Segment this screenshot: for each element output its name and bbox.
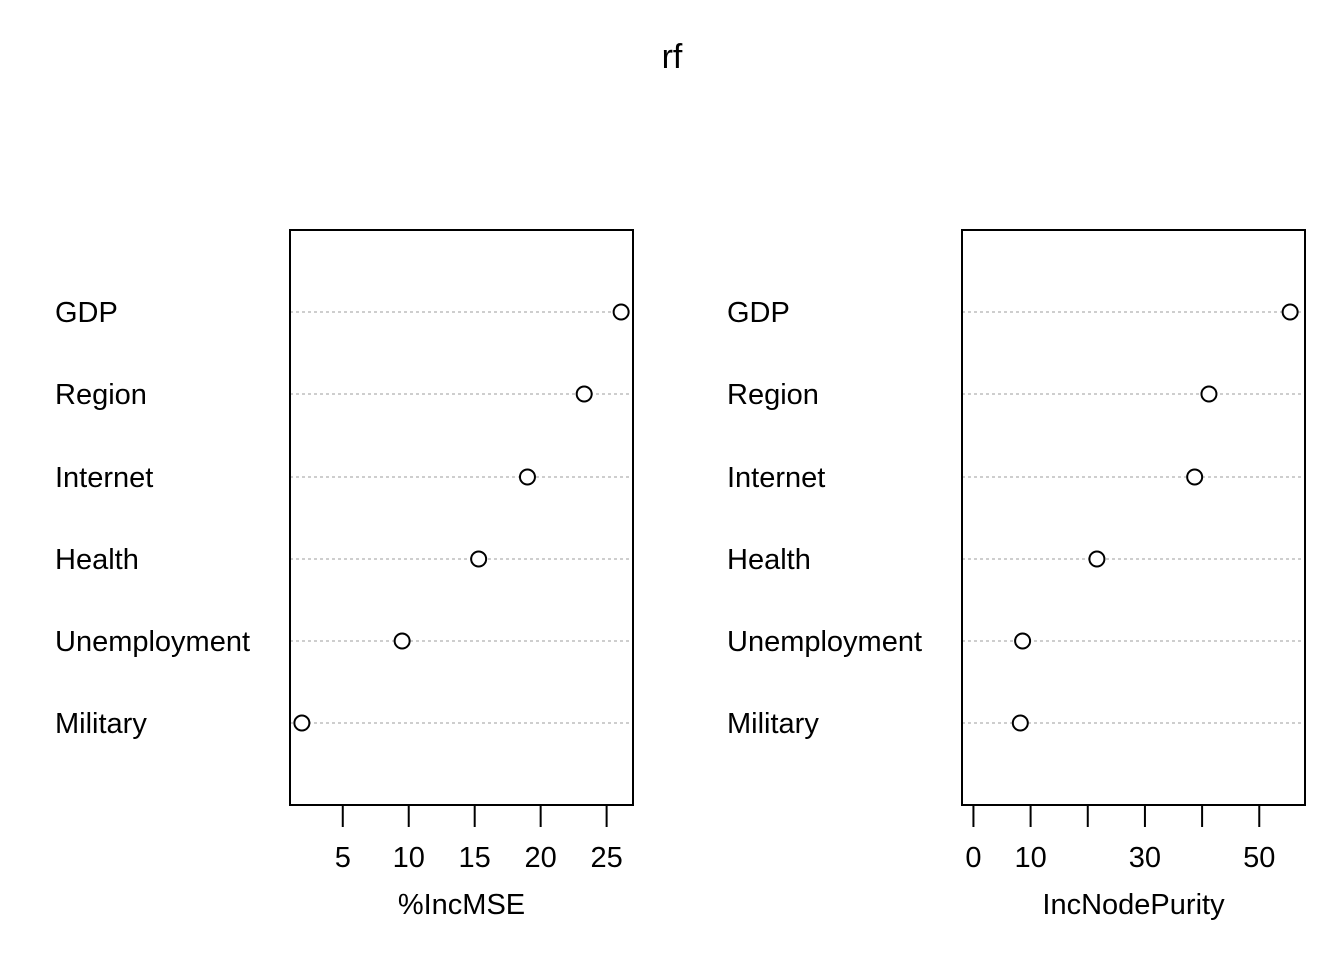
x-axis-label: %IncMSE bbox=[398, 889, 525, 921]
data-point bbox=[1200, 385, 1218, 403]
x-tick-label: 50 bbox=[1243, 842, 1275, 874]
data-point bbox=[1186, 468, 1204, 486]
data-point bbox=[612, 303, 630, 321]
data-point bbox=[1011, 714, 1029, 732]
x-tick-label: 15 bbox=[459, 842, 491, 874]
data-point bbox=[1014, 632, 1032, 650]
category-label: Internet bbox=[727, 462, 825, 494]
category-label: Unemployment bbox=[727, 626, 922, 658]
x-tick-label: 5 bbox=[335, 842, 351, 874]
data-point bbox=[393, 632, 411, 650]
x-tick-label: 10 bbox=[1014, 842, 1046, 874]
category-label: GDP bbox=[55, 297, 118, 329]
category-label: Internet bbox=[55, 462, 153, 494]
category-label: Health bbox=[727, 544, 811, 576]
chart-panels: GDP Region Internet Health Unemployment Milit… bbox=[55, 229, 1306, 921]
data-point bbox=[1088, 550, 1106, 568]
category-label: Region bbox=[55, 379, 147, 411]
panel-1: GDP Region Internet Health Unemployment Milit… bbox=[55, 229, 634, 921]
x-tick-label: 30 bbox=[1129, 842, 1161, 874]
category-label: Region bbox=[727, 379, 819, 411]
x-tick-label: 0 bbox=[965, 842, 981, 874]
x-tick-label: 10 bbox=[393, 842, 425, 874]
category-label: Unemployment bbox=[55, 626, 250, 658]
category-label: Military bbox=[727, 708, 819, 740]
x-tick-label: 20 bbox=[525, 842, 557, 874]
chart-title: rf bbox=[662, 38, 683, 76]
panel-2: GDP Region Internet Health Unemployment Milit… bbox=[727, 229, 1306, 921]
data-point bbox=[518, 468, 536, 486]
data-point bbox=[470, 550, 488, 568]
category-label: Military bbox=[55, 708, 147, 740]
plot-frame bbox=[289, 229, 634, 806]
x-axis-label: IncNodePurity bbox=[1042, 889, 1225, 921]
data-point bbox=[293, 714, 311, 732]
data-point bbox=[1281, 303, 1299, 321]
category-label: Health bbox=[55, 544, 139, 576]
x-tick-label: 25 bbox=[590, 842, 622, 874]
category-label: GDP bbox=[727, 297, 790, 329]
data-point bbox=[575, 385, 593, 403]
